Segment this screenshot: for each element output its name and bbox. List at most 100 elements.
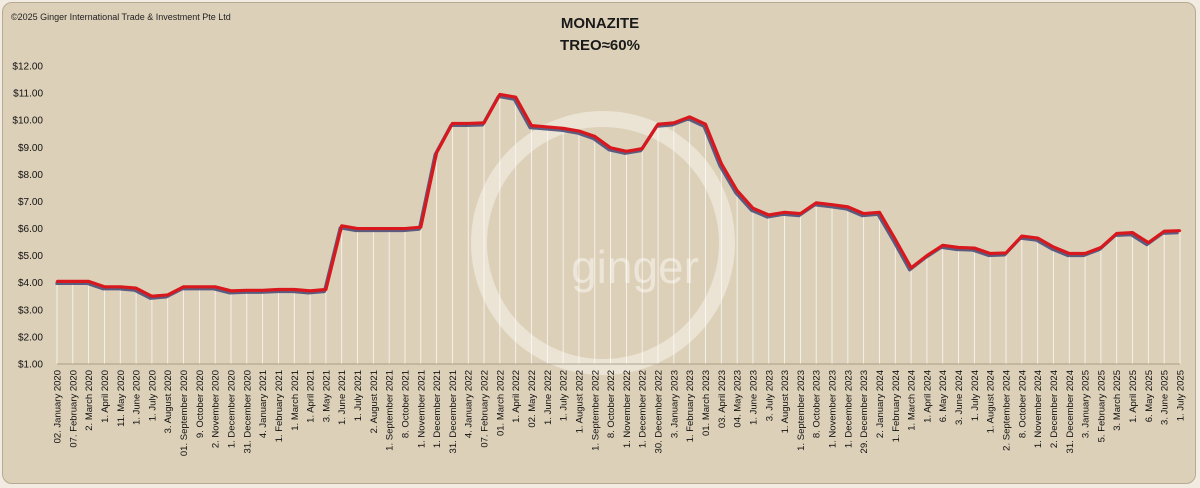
data-point (1068, 252, 1071, 255)
x-tick-label: 11. May 2020 (116, 370, 127, 427)
data-point (720, 162, 723, 165)
data-point (467, 122, 470, 125)
x-tick-label: 1. August 2024 (986, 370, 997, 433)
data-point (372, 227, 375, 230)
data-point (324, 288, 328, 291)
x-tick-label: 1. July 2024 (970, 370, 981, 421)
y-tick-label: $7.00 (18, 197, 43, 208)
x-tick-label: 1. March 2021 (290, 370, 301, 431)
x-tick-label: 2. December 2024 (1049, 370, 1060, 448)
data-point (1036, 236, 1039, 240)
x-tick-label: 1. November 2022 (622, 370, 633, 448)
y-tick-label: $8.00 (18, 170, 43, 181)
data-point (1020, 234, 1024, 238)
x-tick-label: 3. June 2025 (1160, 370, 1171, 425)
x-tick-label: 5. February 2025 (1096, 370, 1107, 442)
x-tick-label: 6. May 2025 (1144, 370, 1155, 422)
x-tick-label: 31. December 2021 (448, 370, 459, 453)
x-tick-label: 8. October 2021 (400, 370, 411, 438)
data-point (403, 227, 407, 230)
y-tick-label: $10.00 (12, 116, 43, 127)
chart-subtitle: TREO≈60% (560, 37, 640, 54)
data-point (134, 286, 138, 290)
x-tick-label: 1. March 2024 (907, 370, 918, 431)
data-point (830, 203, 834, 206)
x-tick-label: 6. May 2024 (938, 370, 949, 422)
data-point (277, 288, 280, 291)
x-tick-label: 2. August 2021 (369, 370, 380, 433)
x-tick-label: 2. November 2020 (211, 370, 222, 448)
y-tick-label: $4.00 (18, 278, 43, 289)
x-tick-label: 1. December 2021 (432, 370, 443, 448)
drop-lines (56, 94, 1181, 365)
x-tick-label: 8. October 2022 (606, 370, 617, 438)
x-tick-label: 3. January 2025 (1081, 370, 1092, 438)
y-tick-label: $3.00 (18, 305, 43, 316)
x-tick-label: 31. December 2024 (1065, 370, 1076, 453)
data-point (1083, 252, 1087, 255)
data-point (609, 146, 612, 150)
y-axis: $1.00 $2.00 $3.00 $4.00 $5.00 $6.00 $7.00 $8.00… (12, 62, 43, 371)
x-tick-label: 1. February 2021 (274, 370, 285, 442)
x-tick-label: 2. January 2024 (875, 370, 886, 438)
data-point (577, 129, 581, 133)
data-point (182, 285, 185, 288)
data-point (799, 212, 802, 215)
data-point (55, 280, 59, 283)
x-tick-label: 1. June 2022 (543, 370, 554, 425)
data-point (87, 280, 90, 283)
data-point (514, 95, 517, 99)
x-tick-label: 1. September 2021 (385, 370, 396, 451)
x-tick-label: 1. July 2020 (147, 370, 158, 421)
data-point (925, 254, 929, 257)
data-point (941, 244, 944, 247)
data-point (735, 189, 739, 192)
data-point (1147, 241, 1150, 244)
data-point (878, 211, 881, 214)
x-tick-label: 01. March 2022 (495, 370, 506, 436)
data-point (229, 289, 233, 293)
x-tick-label: 02. January 2020 (53, 370, 64, 443)
x-tick-label: 1. December 2023 (843, 370, 854, 448)
data-point (213, 285, 217, 288)
price-line-chart: ginger MONAZITE TREO≈60% $1.00 $2.00 $3.00… (12, 15, 1187, 456)
data-point (815, 201, 818, 205)
y-tick-label: $2.00 (18, 332, 43, 343)
data-point (1004, 251, 1008, 255)
data-point (1052, 245, 1055, 249)
series-line (55, 92, 1182, 300)
data-point (419, 225, 422, 229)
x-tick-label: 1. June 2021 (337, 370, 348, 425)
data-point (166, 293, 169, 297)
x-tick-label: 1. August 2023 (780, 370, 791, 433)
data-point (909, 266, 913, 270)
y-tick-label: $12.00 (12, 62, 43, 73)
data-point (150, 295, 154, 298)
data-point (1131, 231, 1134, 234)
data-point (482, 121, 486, 125)
y-tick-label: $6.00 (18, 224, 43, 235)
x-tick-label: 3. May 2021 (321, 370, 332, 422)
x-tick-label: 1. November 2024 (1033, 370, 1044, 448)
copyright-notice: ©2025 Ginger International Trade & Inves… (11, 12, 231, 22)
y-tick-label: $9.00 (18, 143, 43, 154)
x-tick-label: 1. June 2023 (748, 370, 759, 425)
x-tick-label: 07. February 2020 (68, 370, 79, 448)
data-point (530, 124, 533, 127)
data-point (988, 252, 992, 255)
data-point (656, 123, 660, 126)
data-point (641, 147, 644, 150)
data-point (387, 227, 391, 230)
x-tick-label: 29. December 2023 (859, 370, 870, 453)
x-tick-label: 1. September 2022 (590, 370, 601, 451)
data-point (340, 224, 343, 228)
x-tick-label: 1. April 2021 (306, 370, 317, 423)
data-point (261, 289, 264, 292)
data-point (973, 246, 976, 250)
x-tick-label: 3. August 2020 (163, 370, 174, 433)
x-tick-label: 01. September 2020 (179, 370, 190, 456)
y-tick-label: $5.00 (18, 251, 43, 262)
y-tick-label: $1.00 (18, 360, 43, 371)
x-axis: 02. January 2020 07. February 2020 2. Marc… (53, 370, 1187, 456)
x-tick-label: 1. June 2020 (132, 370, 143, 425)
